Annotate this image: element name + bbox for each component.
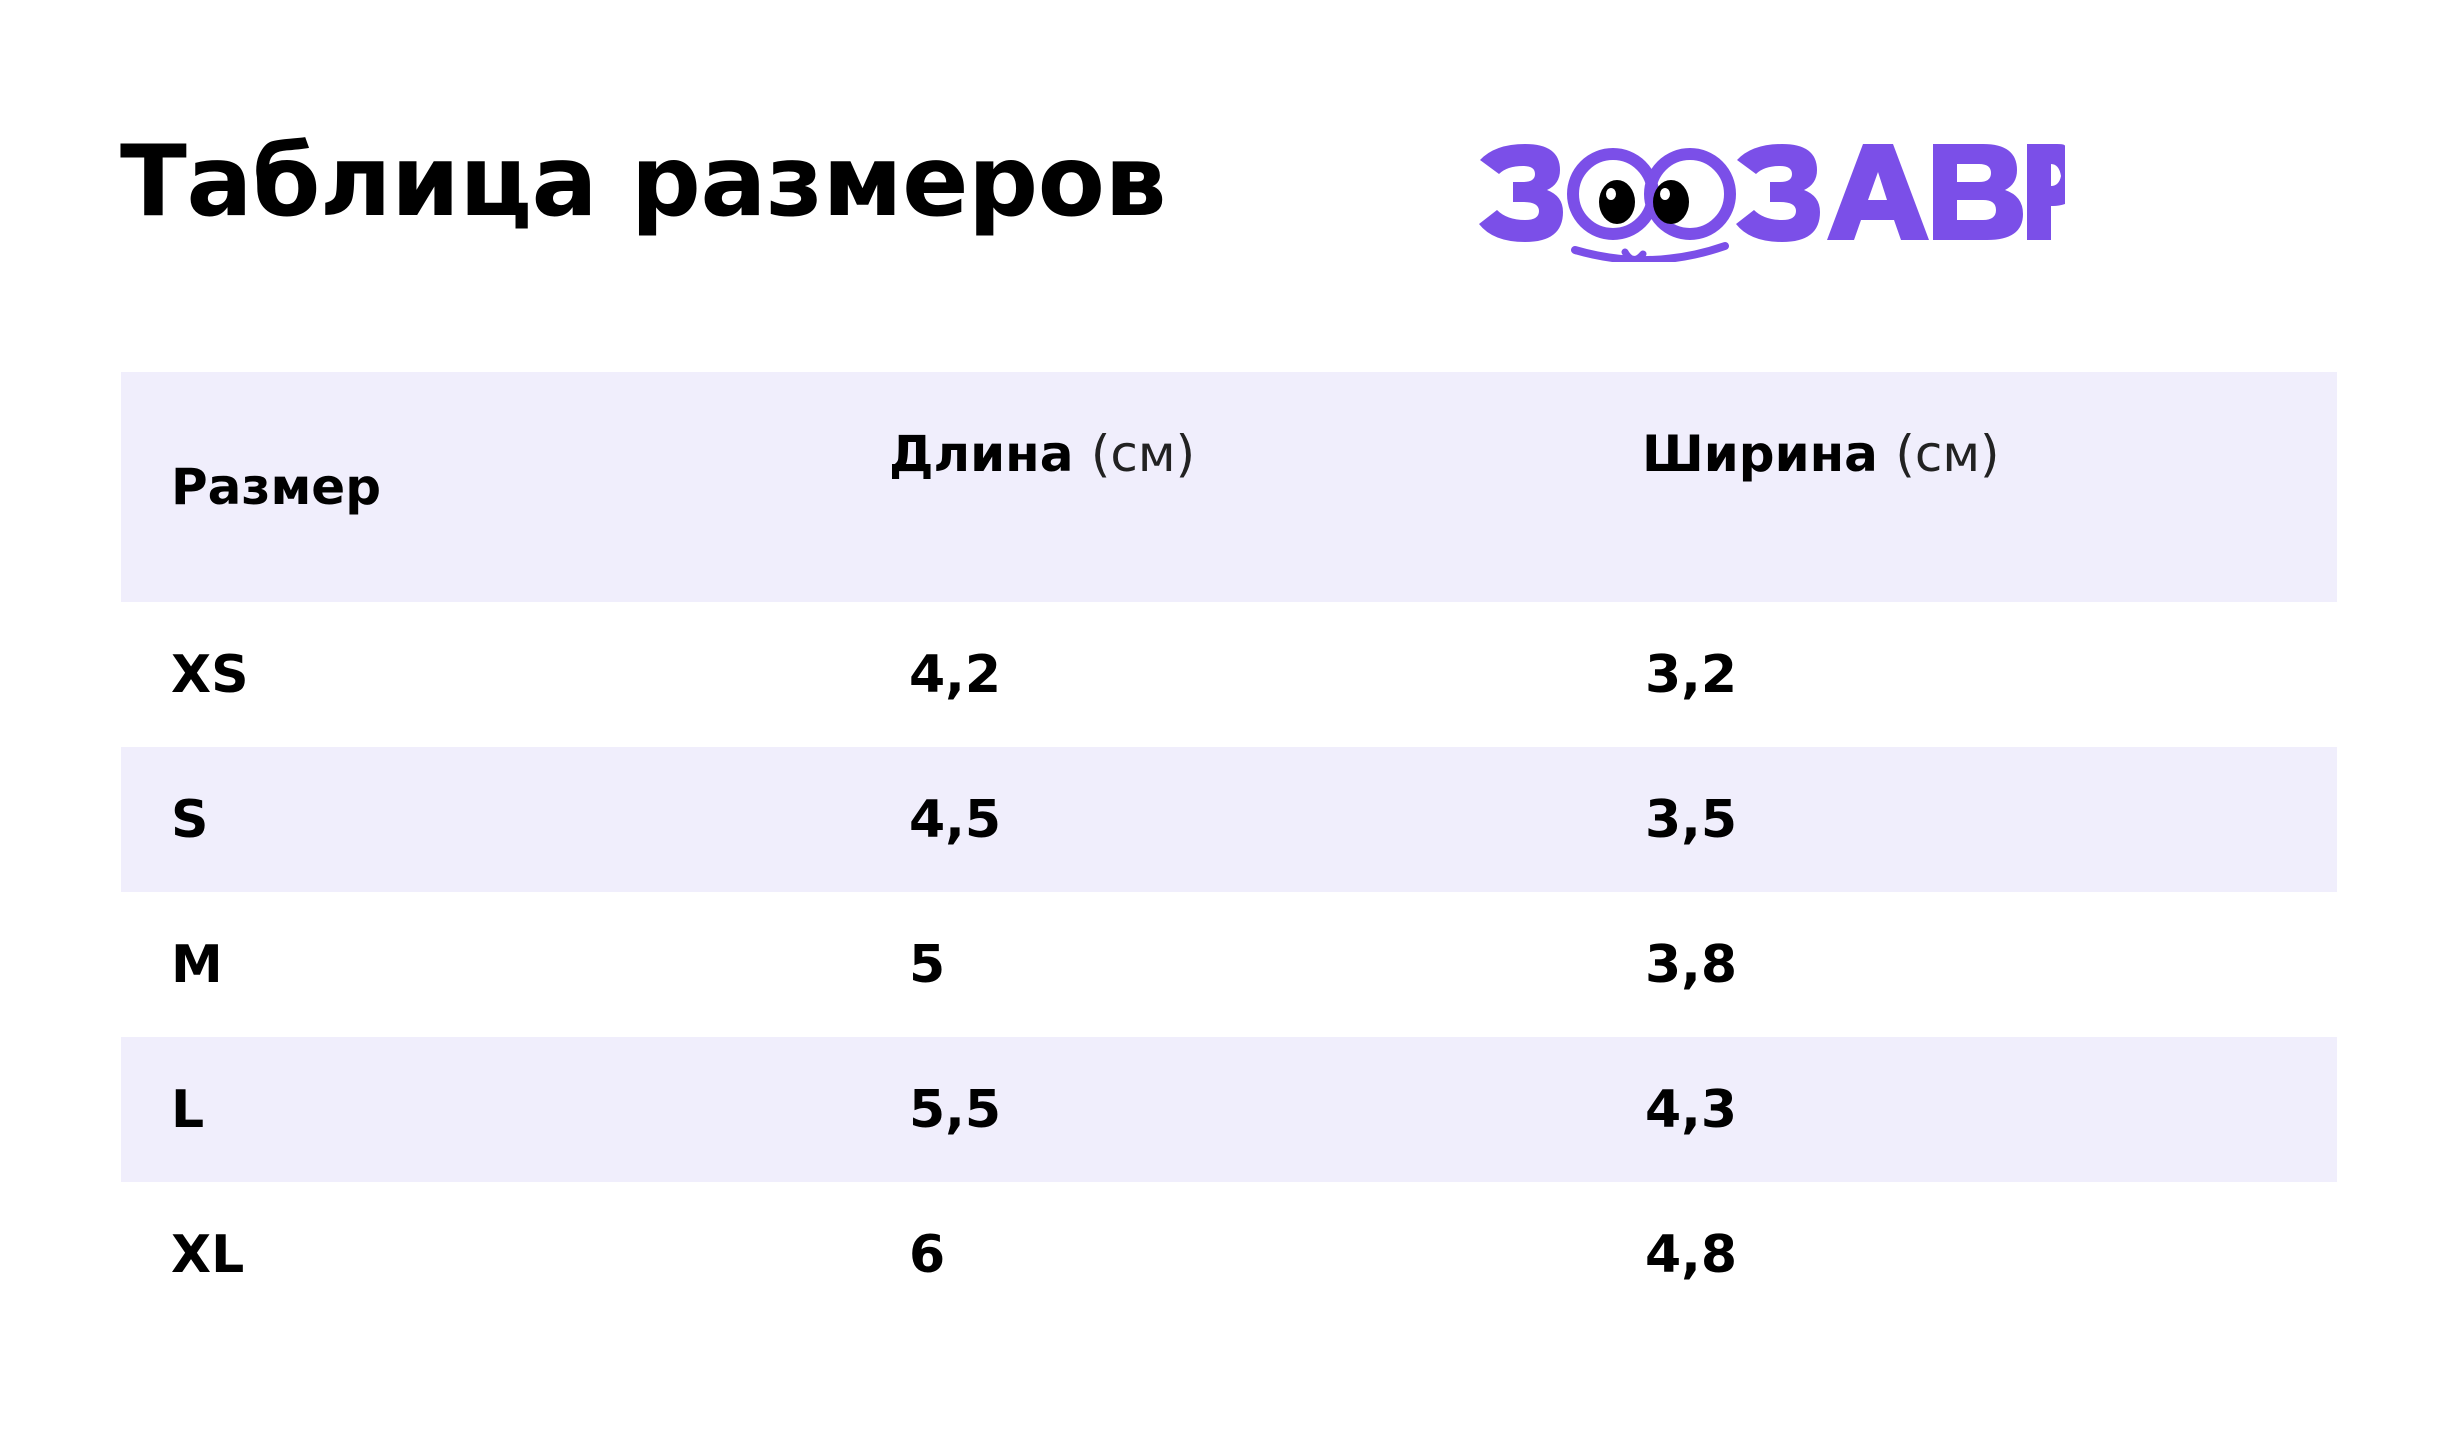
- table-row: XL 6 4,8: [121, 1182, 2337, 1327]
- table-row: M 5 3,8: [121, 892, 2337, 1037]
- header-length: Длина (см): [889, 424, 1195, 484]
- length-cell: 5,5: [909, 1080, 1002, 1140]
- header-width-unit: (см): [1895, 425, 2000, 483]
- width-cell: 4,3: [1645, 1080, 1738, 1140]
- size-cell: L: [171, 1080, 205, 1140]
- size-cell: S: [171, 790, 209, 850]
- size-cell: XL: [171, 1225, 245, 1285]
- length-cell: 4,5: [909, 790, 1002, 850]
- header-length-unit: (см): [1090, 425, 1196, 483]
- header-size: Размер: [171, 458, 382, 516]
- size-table: Размер Длина (см) Ширина (см) XS 4,2 3,2…: [121, 372, 2337, 1327]
- table-row: L 5,5 4,3: [121, 1037, 2337, 1182]
- header-length-label: Длина: [889, 425, 1074, 483]
- table-row: S 4,5 3,5: [121, 747, 2337, 892]
- width-cell: 4,8: [1645, 1225, 1738, 1285]
- size-cell: XS: [171, 645, 249, 705]
- length-cell: 5: [909, 935, 946, 995]
- width-cell: 3,5: [1645, 790, 1738, 850]
- brand-logo: [1475, 132, 2065, 262]
- header-width: Ширина (см): [1642, 424, 2000, 484]
- table-header-row: Размер Длина (см) Ширина (см): [121, 372, 2337, 602]
- length-cell: 4,2: [909, 645, 1002, 705]
- header-width-label: Ширина: [1642, 425, 1878, 483]
- width-cell: 3,2: [1645, 645, 1738, 705]
- length-cell: 6: [909, 1225, 946, 1285]
- size-cell: M: [171, 935, 223, 995]
- width-cell: 3,8: [1645, 935, 1738, 995]
- page-title: Таблица размеров: [120, 125, 1167, 239]
- table-row: XS 4,2 3,2: [121, 602, 2337, 747]
